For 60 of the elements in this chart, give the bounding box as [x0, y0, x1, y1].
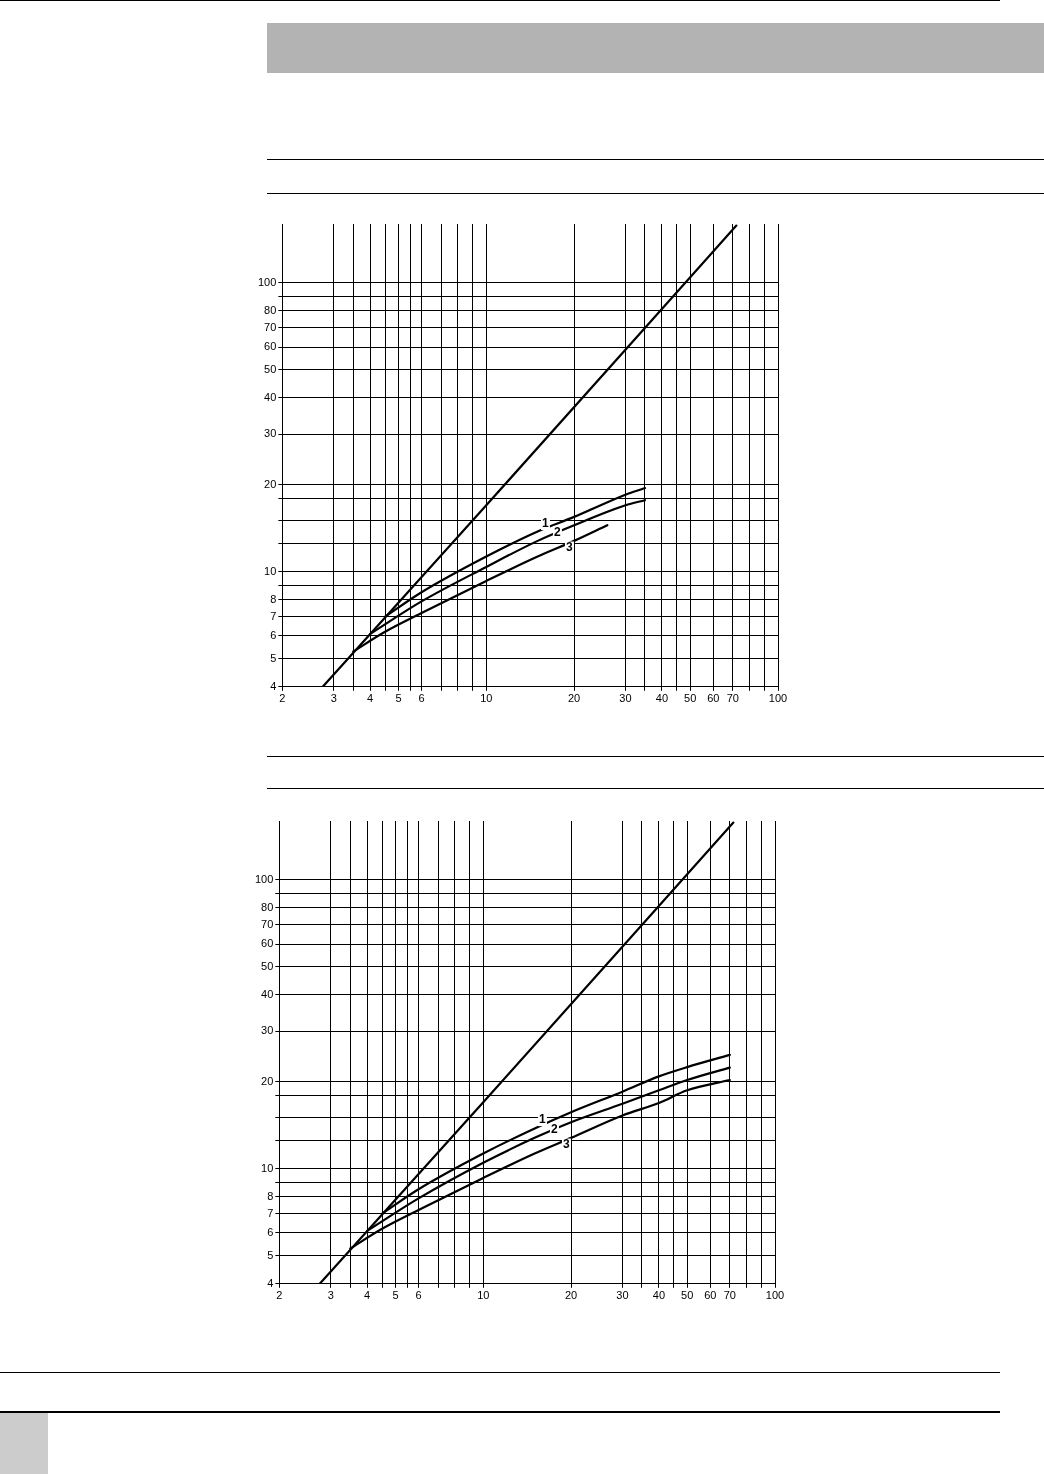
y-tick-label: 40: [264, 390, 277, 403]
x-tick-label: 60: [704, 1289, 717, 1302]
series-label: 2: [554, 524, 562, 539]
y-tick-label: 30: [261, 1024, 274, 1037]
y-tick-label: 20: [261, 1074, 274, 1087]
y-tick-label: 80: [261, 900, 274, 913]
y-tick-label: 70: [264, 320, 277, 333]
y-tick-label: 80: [264, 303, 277, 316]
y-tick-label: 7: [267, 1206, 274, 1219]
x-tick-label: 100: [768, 692, 788, 705]
x-tick-label: 30: [616, 1289, 629, 1302]
x-tick-label: 30: [619, 692, 632, 705]
x-tick-label: 6: [418, 692, 425, 705]
x-tick-label: 10: [480, 692, 493, 705]
y-tick-label: 70: [261, 917, 274, 930]
x-tick-label: 20: [564, 1289, 578, 1302]
x-tick-label: 3: [327, 1289, 334, 1302]
x-tick-label: 40: [652, 1289, 666, 1302]
x-tick-label: 70: [723, 1289, 736, 1302]
x-tick-label: 4: [364, 1289, 371, 1302]
y-tick-label: 10: [264, 564, 277, 577]
y-tick-label: 100: [254, 873, 274, 885]
y-tick-label: 40: [261, 987, 274, 1000]
series-label: 3: [566, 540, 574, 555]
y-tick-label: 5: [267, 1248, 274, 1261]
y-tick-label: 60: [264, 340, 277, 353]
x-tick-label: 70: [726, 692, 739, 705]
x-tick-label: 50: [681, 1289, 694, 1302]
x-tick-label: 6: [415, 1289, 422, 1302]
y-tick-label: 50: [264, 362, 277, 375]
series-label: 2: [551, 1121, 559, 1136]
x-tick-label: 100: [765, 1289, 785, 1302]
x-tick-label: 20: [567, 692, 581, 705]
y-tick-label: 8: [267, 1189, 274, 1202]
y-tick-label: 20: [264, 477, 277, 490]
y-tick-label: 100: [257, 276, 277, 288]
x-tick-label: 50: [684, 692, 697, 705]
x-tick-label: 4: [367, 692, 374, 705]
y-tick-label: 5: [270, 651, 277, 664]
y-tick-label: 6: [267, 1225, 274, 1238]
x-tick-label: 3: [330, 692, 337, 705]
x-tick-label: 40: [655, 692, 669, 705]
series-label: 1: [539, 1111, 547, 1126]
y-tick-label: 50: [261, 959, 274, 972]
y-tick-label: 4: [270, 679, 277, 692]
x-tick-label: 2: [276, 1289, 283, 1302]
y-tick-label: 8: [270, 592, 277, 605]
series-label: 3: [563, 1137, 571, 1152]
x-tick-label: 5: [392, 1289, 399, 1302]
y-tick-label: 10: [261, 1161, 274, 1174]
x-tick-label: 5: [395, 692, 402, 705]
x-tick-label: 2: [279, 692, 286, 705]
x-tick-label: 60: [707, 692, 720, 705]
x-tick-label: 10: [477, 1289, 490, 1302]
series-label: 1: [542, 515, 550, 530]
y-tick-label: 6: [270, 628, 277, 641]
y-tick-label: 7: [270, 609, 277, 622]
y-tick-label: 4: [267, 1276, 274, 1289]
y-tick-label: 30: [264, 427, 277, 440]
y-tick-label: 60: [261, 937, 274, 950]
